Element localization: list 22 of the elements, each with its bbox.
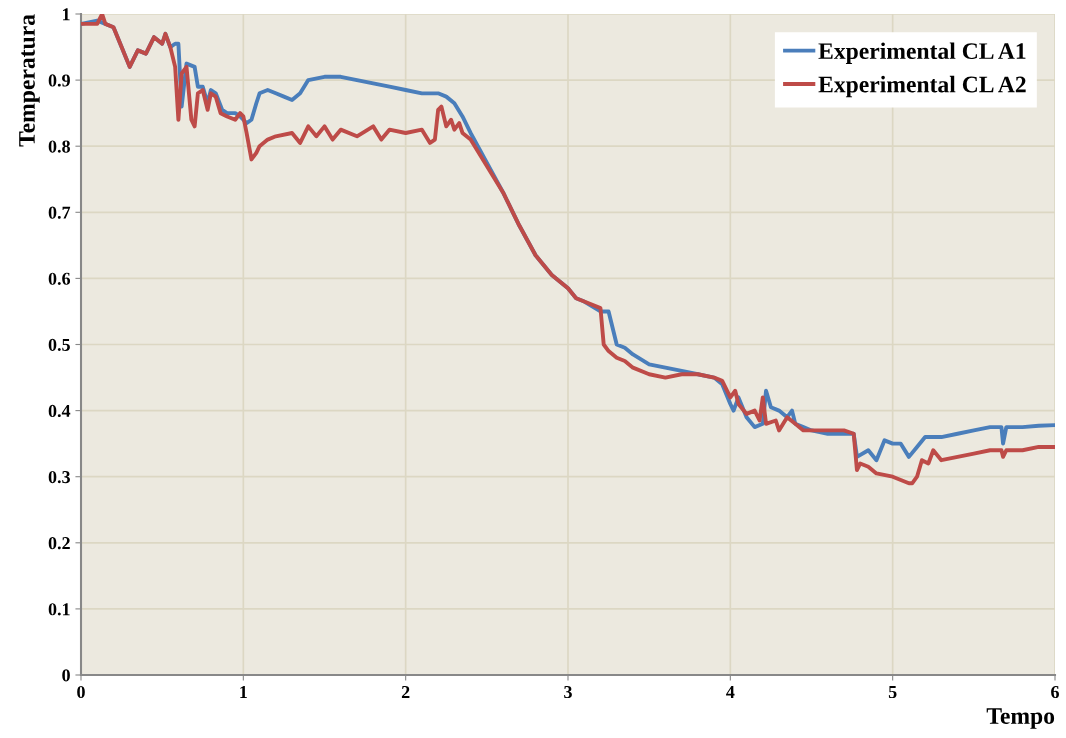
- y-tick-label: 0.4: [48, 404, 71, 418]
- x-tick-label: 0: [77, 685, 85, 699]
- x-tick-label: 3: [564, 685, 572, 699]
- y-tick-label: 0.7: [48, 206, 71, 219]
- x-tick-label: 5: [888, 686, 897, 699]
- y-tick-label: 1: [63, 8, 70, 21]
- x-axis-title: Tempo: [986, 708, 1055, 729]
- legend-label: Experimental CL A2: [818, 75, 1026, 98]
- y-tick-label: 0.3: [48, 470, 70, 484]
- x-tick-label: 1: [240, 686, 247, 698]
- legend-label: Experimental CL A1: [818, 42, 1026, 64]
- x-tick-label: 4: [726, 686, 735, 698]
- y-axis-title: Temperatura: [19, 14, 40, 147]
- y-tick-label: 0.2: [48, 537, 70, 550]
- x-tick-label: 6: [1051, 685, 1059, 699]
- x-tick-label: 2: [401, 685, 410, 698]
- y-tick-label: 0.5: [48, 338, 70, 352]
- y-tick-label: 0.1: [48, 603, 70, 616]
- y-tick-label: 0.6: [48, 272, 71, 285]
- y-tick-label: 0: [62, 669, 70, 682]
- y-tick-label: 0.9: [48, 74, 70, 87]
- y-tick-label: 0.8: [48, 140, 70, 153]
